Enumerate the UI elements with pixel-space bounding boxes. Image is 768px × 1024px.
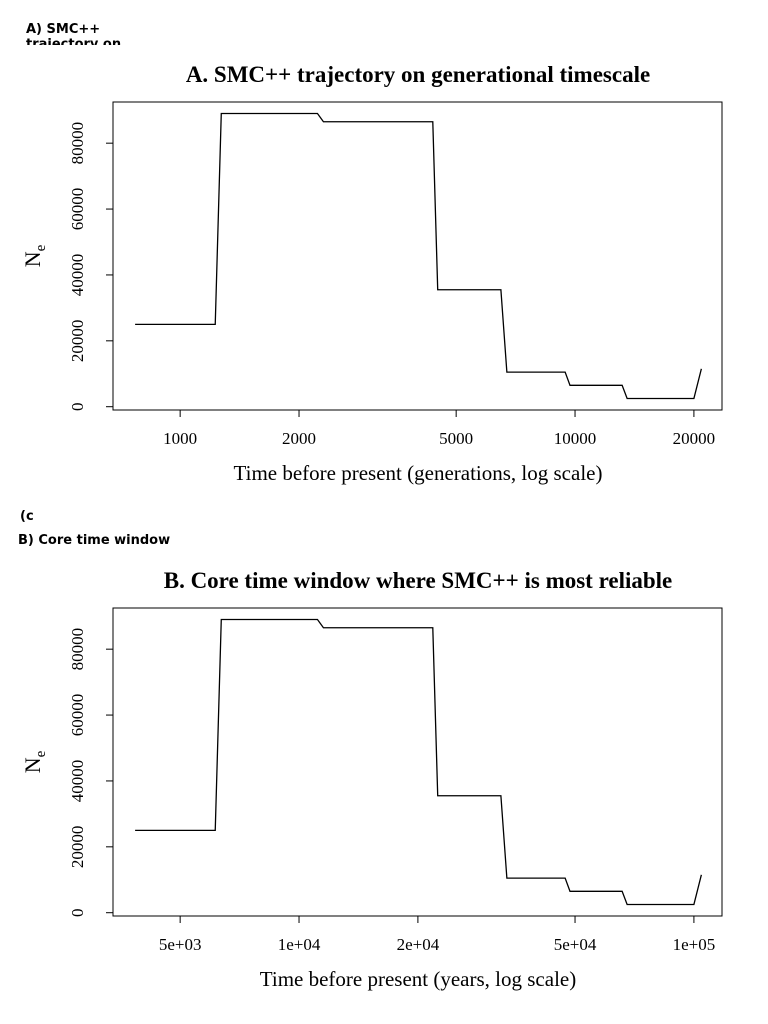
x-axis-label: Time before present (generations, log sc… [234,461,603,485]
x-tick-label: 1e+05 [673,935,716,954]
y-axis-label-main: N [20,757,45,773]
plot-frame [112,607,723,917]
x-tick-label: 1000 [163,429,197,448]
y-tick-label: 80000 [68,122,87,165]
y-tick-label: 60000 [68,694,87,737]
x-axis-label: Time before present (years, log scale) [260,967,576,991]
chart-title: B. Core time window where SMC++ is most … [164,568,673,593]
x-tick-label: 5e+04 [554,935,597,954]
x-tick-label: 1e+04 [278,935,321,954]
x-tick-label: 5e+03 [159,935,202,954]
panel-label-a-line1: A) SMC++ [26,22,101,37]
y-tick-label: 80000 [68,628,87,671]
panel-label-a: A) SMC++ trajectory on [26,22,121,45]
chart-title: A. SMC++ trajectory on generational time… [186,62,650,87]
x-tick-label: 2e+04 [397,935,440,954]
y-tick-label: 40000 [68,254,87,297]
x-tick-label: 2000 [282,429,316,448]
y-tick-label: 0 [68,908,87,917]
y-axis-label-sub: e [33,750,49,757]
y-axis-label-main: N [20,251,45,267]
x-tick-label: 5000 [439,429,473,448]
y-tick-label: 40000 [68,760,87,803]
y-tick-label: 20000 [68,826,87,869]
y-axis-label: Ne [20,750,49,773]
y-tick-label: 20000 [68,320,87,363]
trajectory-line [135,618,703,906]
panel-label-a-line2: trajectory on [26,37,122,45]
plot-frame [112,101,723,411]
trajectory-line [135,112,703,400]
y-axis-label-sub: e [33,244,49,251]
panel-label-b: B) Core time window [18,533,171,548]
x-tick-label: 20000 [673,429,716,448]
x-tick-label: 10000 [554,429,597,448]
y-axis-label: Ne [20,244,49,267]
y-tick-label: 60000 [68,188,87,231]
y-tick-label: 0 [68,402,87,411]
